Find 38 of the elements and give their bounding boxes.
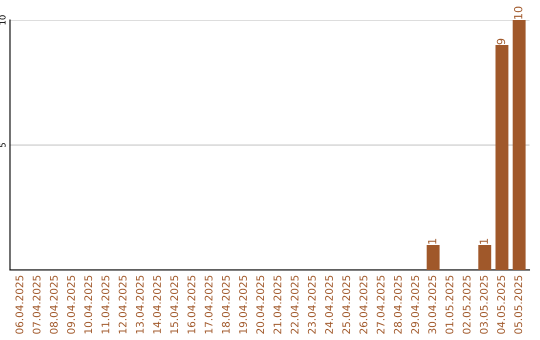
x-tick-label: 09.04.2025 <box>67 276 75 334</box>
data-label: 1 <box>428 238 436 244</box>
x-tick-label: 17.04.2025 <box>204 276 213 334</box>
x-tick-label: 04.05.2025 <box>497 276 505 334</box>
x-tick-label: 24.04.2025 <box>325 276 333 334</box>
x-tick-label: 18.04.2025 <box>222 276 230 334</box>
x-tick-label: 02.05.2025 <box>462 276 471 334</box>
x-tick-label: 03.05.2025 <box>480 276 488 334</box>
x-tick-label: 23.04.2025 <box>308 276 316 334</box>
x-tick-label: 05.05.2025 <box>514 276 522 334</box>
x-tick-label: 22.04.2025 <box>290 276 299 334</box>
x-tick-label: 25.04.2025 <box>342 276 350 334</box>
x-tick-label: 29.04.2025 <box>411 276 419 334</box>
x-tick-label: 07.04.2025 <box>32 276 41 334</box>
data-label: 9 <box>496 38 506 44</box>
x-tick-label: 27.04.2025 <box>376 276 385 334</box>
x-tick-label: 01.05.2025 <box>445 276 454 334</box>
x-tick-label: 13.04.2025 <box>136 276 144 334</box>
bar <box>512 20 526 270</box>
x-tick-label: 16.04.2025 <box>187 276 196 334</box>
data-label: 10 <box>514 6 522 19</box>
x-tick-label: 08.04.2025 <box>50 276 58 334</box>
x-tick-label: 28.04.2025 <box>394 276 402 334</box>
x-tick-label: 30.04.2025 <box>428 276 436 334</box>
bar <box>426 244 440 270</box>
x-tick-label: 20.04.2025 <box>256 276 264 334</box>
x-tick-label: 14.04.2025 <box>153 276 161 334</box>
data-label: 1 <box>480 238 488 244</box>
x-tick-label: 26.04.2025 <box>359 276 368 334</box>
bar <box>478 244 492 270</box>
x-tick-label: 06.04.2025 <box>15 276 24 334</box>
x-tick-label: 11.04.2025 <box>101 276 110 334</box>
x-tick-label: 10.04.2025 <box>84 276 92 334</box>
x-tick-label: 12.04.2025 <box>118 276 127 334</box>
x-tick-label: 15.04.2025 <box>170 276 178 334</box>
x-tick-label: 19.04.2025 <box>239 276 247 334</box>
x-tick-label: 21.04.2025 <box>273 276 282 334</box>
bar <box>495 45 508 270</box>
